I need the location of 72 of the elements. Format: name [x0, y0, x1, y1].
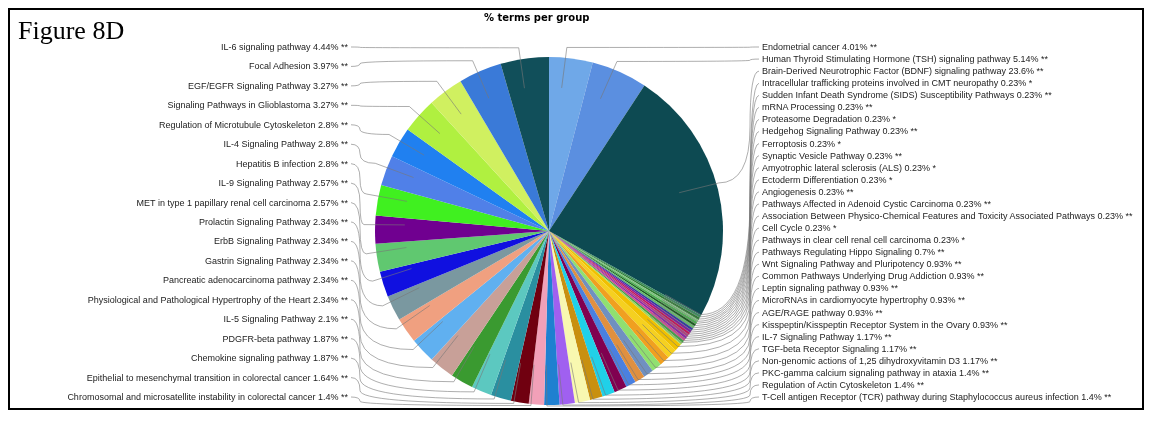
slice-label: Prolactin Signaling Pathway 2.34% **: [198, 217, 349, 227]
pie-slice: [549, 231, 575, 405]
slice-label: PKC-gamma calcium signaling pathway in ataxia 1.4% **: [762, 367, 990, 378]
pie-slice: [431, 231, 549, 376]
slice-label: Ferroptosis 0.23% *: [762, 138, 842, 149]
slice-label: IL-4 Signaling Pathway 2.8% **: [223, 139, 349, 150]
caption: Figure 8D: [18, 16, 125, 46]
slice-label: Pathways in clear cell renal cell carcinoma 0.23% *: [762, 235, 966, 246]
slice-label: IL-6 signaling pathway 4.44% **: [220, 42, 349, 52]
pie-slice: [549, 231, 591, 404]
slice-label: MicroRNAs in cardiomyocyte hypertrophy 0.93% **: [762, 295, 966, 306]
pie-slice: [472, 231, 549, 396]
slice-label: ErbB Signaling Pathway 2.34% **: [213, 236, 349, 247]
slice-label: Hepatitis B infection 2.8% **: [235, 158, 349, 169]
slice-label: Pathways Regulating Hippo Signaling 0.7% **: [762, 247, 946, 258]
pie-slice: [379, 231, 549, 297]
slice-label: Epithelial to mesenchymal transition in colorectal cancer 1.64% **: [86, 372, 349, 383]
slice-label: Hedgehog Signaling Pathway 0.23% **: [762, 126, 919, 137]
slice-label: Chemokine signaling pathway 1.87% **: [190, 353, 349, 364]
slice-label: mRNA Processing 0.23% **: [762, 102, 874, 113]
slice-label: Regulation of Microtubule Cytoskeleton 2.8% **: [158, 119, 349, 130]
pie-slice: [375, 185, 549, 231]
slice-label: Chromosomal and microsatellite instability in colorectal cancer 1.4% **: [67, 392, 349, 402]
slice-label: IL-9 Signaling Pathway 2.57% **: [218, 178, 349, 189]
pie-slice: [510, 231, 549, 404]
slice-label: IL-5 Signaling Pathway 2.1% **: [223, 314, 349, 325]
slice-label: Amyotrophic lateral sclerosis (ALS) 0.23% *: [762, 162, 937, 173]
pie-slice: [549, 85, 723, 316]
slice-label: Endometrial cancer 4.01% **: [762, 42, 878, 52]
pie-slice: [431, 81, 549, 231]
slice-label: AGE/RAGE pathway 0.93% **: [762, 307, 884, 318]
slice-label: Human Thyroid Stimulating Hormone (TSH) signaling pathway 5.14% **: [762, 54, 1049, 65]
slice-label: Pathways Affected in Adenoid Cystic Carcinoma 0.23% **: [762, 198, 992, 209]
slice-label: Non-genomic actions of 1,25 dihydroxyvitamin D3 1.17% **: [762, 355, 999, 366]
slice-label: Wnt Signaling Pathway and Pluripotency 0.93% **: [762, 259, 963, 270]
pie-slice: [407, 102, 549, 231]
slice-label: TGF-beta Receptor Signaling 1.17% **: [762, 343, 918, 354]
pie-slice: [491, 231, 549, 401]
slice-label: Cell Cycle 0.23% *: [762, 223, 838, 234]
chart-title: % terms per group: [484, 12, 590, 23]
slice-label: Gastrin Signaling Pathway 2.34% **: [204, 255, 349, 266]
pie-slice: [549, 62, 645, 231]
slice-label: Proteasome Degradation 0.23% *: [762, 114, 897, 125]
slice-label: Signaling Pathways in Glioblastoma 3.27% **: [167, 100, 349, 111]
pie-slice: [399, 231, 549, 341]
slice-label: Brain-Derived Neurotrophic Factor (BDNF) signaling pathway 23.6% **: [762, 66, 1045, 77]
slice-label: Synaptic Vesicle Pathway 0.23% **: [762, 150, 903, 161]
slice-label: Physiological and Pathological Hypertrophy of the Heart 2.34% **: [87, 294, 349, 305]
pie-slice: [413, 231, 549, 360]
slice-label: MET in type 1 papillary renal cell carcinoma 2.57% **: [136, 197, 349, 208]
pie-slice: [391, 129, 549, 231]
pie-slice: [387, 231, 549, 320]
slice-label: Common Pathways Underlying Drug Addiction 0.93% **: [762, 271, 985, 282]
slice-label: Focal Adhesion 3.97% **: [248, 61, 349, 72]
pie-slice: [375, 231, 549, 272]
slice-label: Leptin signaling pathway 0.93% **: [762, 283, 899, 294]
slice-label: Ectoderm Differentiation 0.23% *: [762, 174, 893, 185]
slice-label: PDGFR-beta pathway 1.87% **: [222, 333, 349, 344]
slice-label: T-Cell antigen Receptor (TCR) pathway during Staphylococcus aureus infection 1.4% **: [762, 392, 1112, 402]
slice-label: Sudden Infant Death Syndrome (SIDS) Susceptibility Pathways 0.23% **: [762, 90, 1053, 101]
slice-label: EGF/EGFR Signaling Pathway 3.27% **: [187, 80, 349, 91]
slice-label: IL-7 Signaling Pathway 1.17% **: [762, 331, 893, 342]
pie-slice: [549, 231, 615, 397]
slice-label: Angiogenesis 0.23% **: [762, 186, 855, 197]
pie-slice: [381, 156, 549, 231]
pie-slice: [451, 231, 549, 388]
slice-label: Regulation of Actin Cytoskeleton 1.4% **: [762, 379, 925, 390]
slice-label: Intracellular trafficking proteins involved in CMT neuropathy 0.23% *: [762, 78, 1033, 89]
pie-slice: [549, 57, 593, 231]
slice-label: Pancreatic adenocarcinoma pathway 2.34% **: [162, 275, 349, 286]
slice-label: Kisspeptin/Kisspeptin Receptor System in the Ovary 0.93% **: [762, 319, 1009, 330]
slice-label: Association Between Physico-Chemical Features and Toxicity Associated Pathways 0.23% **: [762, 210, 1134, 221]
